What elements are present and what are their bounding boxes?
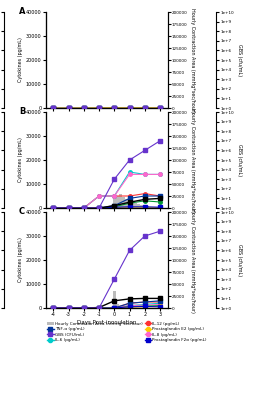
Y-axis label: Hourly Contraction Area (mmHg*sec/hour): Hourly Contraction Area (mmHg*sec/hour) [190, 208, 195, 312]
Bar [119, 194, 122, 208]
Bar [131, 202, 134, 208]
Bar [150, 206, 152, 208]
Text: A: A [19, 7, 25, 16]
Text: C: C [19, 207, 25, 216]
X-axis label: Days Post-inoculation: Days Post-inoculation [77, 320, 136, 325]
Bar [110, 207, 113, 208]
Bar [113, 291, 116, 308]
Bar [137, 204, 140, 208]
Bar [122, 198, 125, 208]
Bar [116, 304, 119, 308]
Y-axis label: Hourly Contraction Area (mmHg*sec/hour): Hourly Contraction Area (mmHg*sec/hour) [190, 108, 195, 212]
Text: B: B [19, 107, 25, 116]
Legend: Hourly Contraction Area (mmHg*sec/hour), TNF-α (pg/mL), GBS (CFU/mL), IL-6 (pg/m: Hourly Contraction Area (mmHg*sec/hour),… [46, 320, 208, 344]
Y-axis label: Hourly Contraction Area (mmHg*sec/hour): Hourly Contraction Area (mmHg*sec/hour) [190, 8, 195, 112]
Bar [113, 198, 116, 208]
Bar [116, 196, 119, 208]
Bar [122, 307, 125, 308]
Y-axis label: Cytokines (pg/mL): Cytokines (pg/mL) [18, 138, 23, 182]
Bar [128, 201, 131, 208]
Bar [140, 205, 143, 208]
Bar [147, 206, 149, 208]
Bar [125, 307, 128, 308]
Y-axis label: GBS (cfu/mL): GBS (cfu/mL) [237, 244, 242, 276]
Bar [134, 203, 137, 208]
Y-axis label: GBS (cfu/mL): GBS (cfu/mL) [237, 144, 242, 176]
Bar [144, 206, 146, 208]
Bar [52, 306, 55, 308]
Y-axis label: Cytokines (pg/mL): Cytokines (pg/mL) [18, 38, 23, 82]
Bar [153, 207, 155, 208]
Bar [156, 207, 158, 208]
Bar [125, 199, 128, 208]
Y-axis label: GBS (cfu/mL): GBS (cfu/mL) [237, 44, 242, 76]
Y-axis label: Cytokines (pg/mL): Cytokines (pg/mL) [18, 238, 23, 282]
Bar [119, 306, 122, 308]
